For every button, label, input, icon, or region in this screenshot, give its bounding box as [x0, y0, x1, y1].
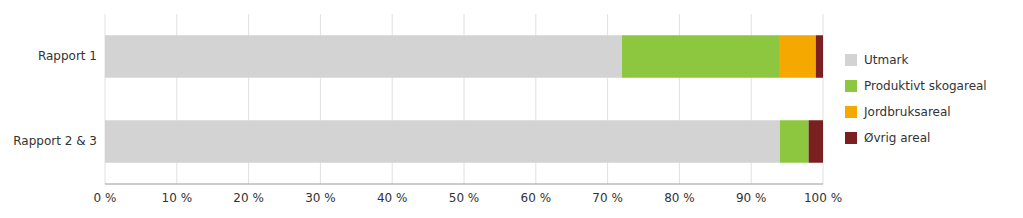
- bar-segment: [622, 35, 780, 78]
- category-label: Rapport 1: [38, 49, 97, 63]
- x-tick-label: 20 %: [233, 191, 264, 205]
- category-label: Rapport 2 & 3: [13, 134, 97, 148]
- bar-segment: [809, 120, 823, 163]
- x-tick-label: 70 %: [592, 191, 623, 205]
- y-axis: Rapport 1 Rapport 2 & 3: [13, 49, 97, 148]
- chart-container: 0 % 10 % 20 % 30 % 40 % 50 % 60 % 70 % 80 % 90 % 1…: [0, 0, 1023, 218]
- legend-label: Øvrig areal: [864, 131, 930, 145]
- legend-swatch: [845, 106, 857, 118]
- x-tick-label: 0 %: [94, 191, 117, 205]
- chart: 0 % 10 % 20 % 30 % 40 % 50 % 60 % 70 % 80 % 90 % 1…: [0, 0, 1023, 218]
- x-axis-line: [105, 184, 823, 185]
- x-tick-label: 30 %: [305, 191, 336, 205]
- x-tick-label: 40 %: [377, 191, 408, 205]
- bar-segment: [780, 35, 816, 78]
- bar-segment: [105, 120, 780, 163]
- legend-swatch: [845, 80, 857, 92]
- grid: [105, 14, 823, 184]
- x-axis: 0 % 10 % 20 % 30 % 40 % 50 % 60 % 70 % 80 % 90 % 1…: [94, 191, 842, 205]
- legend: Utmark Produktivt skogareal Jordbruksareal…: [845, 53, 987, 145]
- legend-label: Utmark: [864, 53, 908, 67]
- bar-segment: [816, 35, 823, 78]
- legend-swatch: [845, 132, 857, 144]
- bar-segment: [105, 35, 622, 78]
- x-tick-label: 90 %: [736, 191, 767, 205]
- legend-swatch: [845, 54, 857, 66]
- bars: [105, 35, 823, 163]
- legend-label: Produktivt skogareal: [864, 79, 987, 93]
- x-tick-label: 80 %: [664, 191, 695, 205]
- x-tick-label: 50 %: [449, 191, 480, 205]
- x-tick-label: 100 %: [804, 191, 842, 205]
- x-tick-label: 60 %: [521, 191, 552, 205]
- x-tick-label: 10 %: [162, 191, 193, 205]
- bar-segment: [780, 120, 809, 163]
- legend-label: Jordbruksareal: [863, 105, 951, 119]
